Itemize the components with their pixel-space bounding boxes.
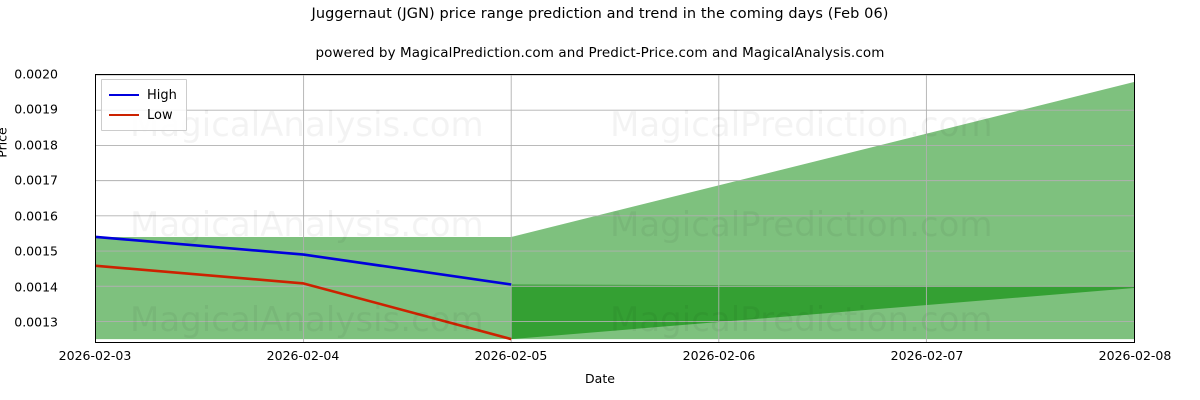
x-axis-label: Date xyxy=(585,371,615,386)
chart-legend: High Low xyxy=(101,79,187,131)
legend-swatch-low xyxy=(109,114,139,116)
y-tick-label: 0.0018 xyxy=(14,137,58,153)
legend-item-low: Low xyxy=(109,105,177,125)
x-tick-label: 2026-02-08 xyxy=(1098,348,1172,363)
x-tick-label: 2026-02-03 xyxy=(58,348,132,363)
legend-label-low: Low xyxy=(147,107,173,123)
forecast-trend-band xyxy=(511,284,1134,340)
y-tick-label: 0.0015 xyxy=(14,243,58,259)
series-line-low xyxy=(96,266,511,339)
x-tick-label: 2026-02-05 xyxy=(474,348,548,363)
plot-area xyxy=(95,74,1135,343)
y-tick-label: 0.0019 xyxy=(14,101,58,117)
series-line-high xyxy=(96,237,511,285)
y-tick-label: 0.0020 xyxy=(14,66,58,82)
chart-subtitle: powered by MagicalPrediction.com and Pre… xyxy=(315,45,885,61)
forecast-range-band xyxy=(511,82,1134,340)
x-tick-label: 2026-02-06 xyxy=(682,348,756,363)
legend-label-high: High xyxy=(147,87,177,103)
y-tick-label: 0.0013 xyxy=(14,314,58,330)
chart-title: Juggernaut (JGN) price range prediction … xyxy=(311,6,889,22)
y-tick-label: 0.0014 xyxy=(14,279,58,295)
y-tick-label: 0.0017 xyxy=(14,172,58,188)
y-axis-label: Price xyxy=(0,127,10,158)
legend-swatch-high xyxy=(109,94,139,96)
x-tick-label: 2026-02-04 xyxy=(266,348,340,363)
x-tick-label: 2026-02-07 xyxy=(890,348,964,363)
y-tick-label: 0.0016 xyxy=(14,208,58,224)
chart-canvas xyxy=(96,75,1134,342)
legend-item-high: High xyxy=(109,85,177,105)
